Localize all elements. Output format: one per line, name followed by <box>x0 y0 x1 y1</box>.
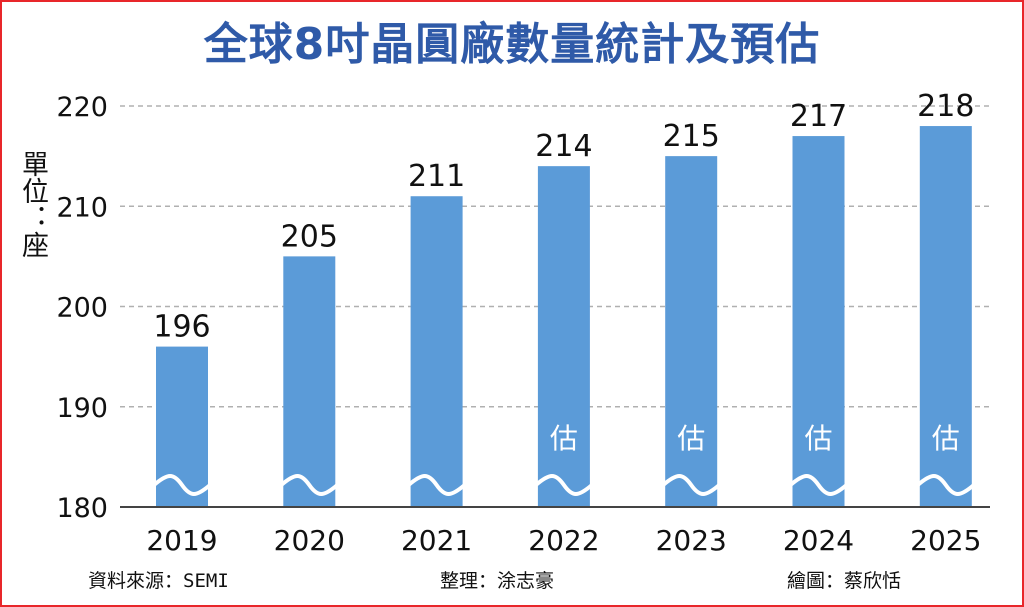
y-tick-label: 190 <box>56 393 108 424</box>
bars <box>152 126 976 508</box>
x-tick-label-2019: 2019 <box>146 524 217 557</box>
y-tick-label: 220 <box>56 92 108 123</box>
axis-break-mark <box>661 474 721 496</box>
axis-break-mark <box>534 474 594 496</box>
artist-label: 繪圖： <box>787 570 845 592</box>
y-axis-unit-label: 單位：座 <box>17 150 48 258</box>
chart-title: 全球8吋晶圓廠數量統計及預估 <box>203 19 821 70</box>
source-credit: 資料來源：SEMI <box>88 566 229 593</box>
axis-break-mark <box>279 474 339 496</box>
source-label: 資料來源： <box>88 570 184 592</box>
x-tick-label-2022: 2022 <box>528 524 599 557</box>
axis-break-mark <box>152 474 212 496</box>
estimate-mark-2024: 估 <box>804 422 832 455</box>
y-tick-label: 200 <box>56 293 108 324</box>
bar-2025 <box>919 126 972 508</box>
axis-break-mark <box>916 474 976 496</box>
editor-label: 整理： <box>440 570 498 592</box>
x-tick-label-2023: 2023 <box>656 524 727 557</box>
bar-2019 <box>156 346 208 507</box>
data-label-2025: 218 <box>917 89 974 124</box>
data-label-2024: 217 <box>790 99 847 134</box>
artist-credit: 繪圖：蔡欣恬 <box>787 566 901 593</box>
x-tick-label-2021: 2021 <box>401 524 472 557</box>
x-tick-label-2024: 2024 <box>783 524 854 557</box>
estimate-mark-2025: 估 <box>932 422 960 455</box>
data-label-2022: 214 <box>535 129 592 164</box>
bar-2021 <box>410 196 463 507</box>
estimate-mark-2022: 估 <box>550 422 578 455</box>
source-value: SEMI <box>183 570 229 592</box>
artist-value: 蔡欣恬 <box>844 570 902 592</box>
editor-credit: 整理：涂志豪 <box>440 566 554 593</box>
data-label-2020: 205 <box>281 219 338 254</box>
y-tick-label: 180 <box>56 493 108 524</box>
editor-value: 涂志豪 <box>497 570 555 592</box>
bar-2020 <box>283 256 336 507</box>
axis-break-mark <box>789 474 848 496</box>
axis-break-mark <box>407 474 466 496</box>
data-label-2021: 211 <box>408 159 465 194</box>
bar-2024 <box>792 136 845 507</box>
x-tick-label-2025: 2025 <box>910 524 981 557</box>
y-tick-label: 210 <box>56 192 108 223</box>
bar-2023 <box>665 156 718 507</box>
data-label-2023: 215 <box>663 119 720 154</box>
bar-2022 <box>537 166 590 507</box>
data-label-2019: 196 <box>153 310 210 345</box>
x-tick-label-2020: 2020 <box>274 524 345 557</box>
labels: 180 190 200 210 220 196 2019 205 2020 211 2021 214 估… <box>56 89 981 557</box>
estimate-mark-2023: 估 <box>677 422 705 455</box>
